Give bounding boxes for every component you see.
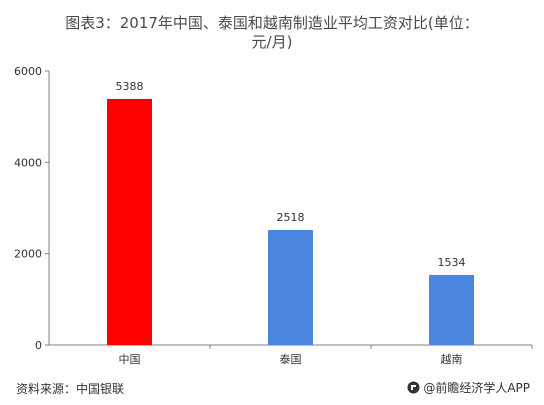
- y-tick-label: 4000: [14, 156, 42, 169]
- bar: [429, 274, 474, 345]
- y-tick-label: 2000: [14, 248, 42, 261]
- y-tick-label: 0: [35, 339, 42, 352]
- bar: [107, 98, 152, 345]
- bar: [268, 230, 313, 345]
- brand-credit: @前瞻经济学人APP: [407, 379, 530, 396]
- chart-title-line-1: 图表3：2017年中国、泰国和越南制造业平均工资对比(单位：: [65, 14, 479, 32]
- brand-text: @前瞻经济学人APP: [423, 381, 530, 395]
- bar-value-label: 1534: [438, 256, 466, 269]
- brand-logo-icon: [407, 381, 420, 394]
- y-tick-label: 6000: [14, 65, 42, 78]
- x-tick-label: 泰国: [280, 352, 302, 366]
- bar-value-label: 5388: [116, 80, 144, 93]
- chart-title-line-2: 元/月): [251, 33, 293, 51]
- source-note: 资料来源：中国银联: [16, 382, 125, 396]
- bar-value-label: 2518: [277, 211, 305, 224]
- x-tick-label: 中国: [119, 353, 141, 366]
- x-tick-label: 越南: [441, 352, 463, 366]
- plot-area: 0 2000 4000 6000 5388 中国 2518 泰国 1534 越南: [14, 65, 533, 366]
- chart-title: 图表3：2017年中国、泰国和越南制造业平均工资对比(单位： 元/月): [0, 14, 544, 52]
